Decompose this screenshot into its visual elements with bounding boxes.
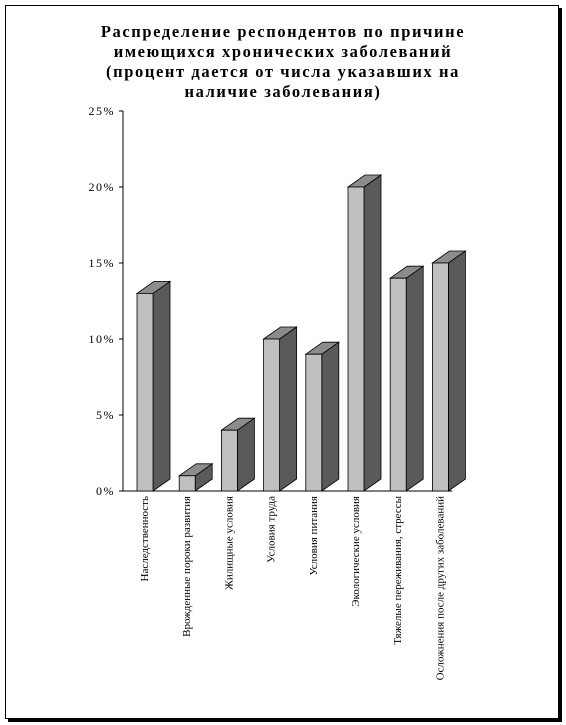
y-tick-label: 5% — [96, 408, 115, 422]
category-label: Врожденные пороки развития — [181, 496, 193, 637]
category-label: Жилищные условия — [223, 496, 235, 590]
category-label: Наследственность — [139, 496, 151, 582]
bar-side — [405, 265, 424, 492]
bar — [136, 292, 154, 492]
bar — [347, 186, 365, 492]
category-label: Условия труда — [266, 496, 278, 563]
bar — [389, 277, 407, 492]
y-tick-label: 15% — [89, 256, 116, 270]
bar — [431, 262, 449, 492]
bar-side — [363, 174, 382, 492]
category-label: Тяжелые переживания, стрессы — [392, 495, 404, 644]
bar — [263, 338, 281, 492]
bar-side — [152, 280, 171, 492]
bar — [305, 353, 323, 492]
bar-side — [321, 341, 340, 492]
category-label: Экологические условия — [350, 496, 362, 607]
bar — [178, 475, 196, 492]
category-label: Осложнения после других заболеваний — [434, 496, 446, 681]
category-label: Условия питания — [308, 496, 320, 576]
bar-side — [236, 417, 255, 492]
bar-side — [447, 250, 466, 492]
y-tick-label: 20% — [89, 180, 116, 194]
bar-side — [279, 326, 298, 492]
chart-title: Распределение респондентов по причине им… — [100, 22, 466, 101]
y-tick-label: 10% — [89, 332, 116, 346]
bar — [220, 429, 238, 492]
y-tick-label: 25% — [89, 104, 116, 118]
y-tick-label: 0% — [96, 484, 115, 498]
